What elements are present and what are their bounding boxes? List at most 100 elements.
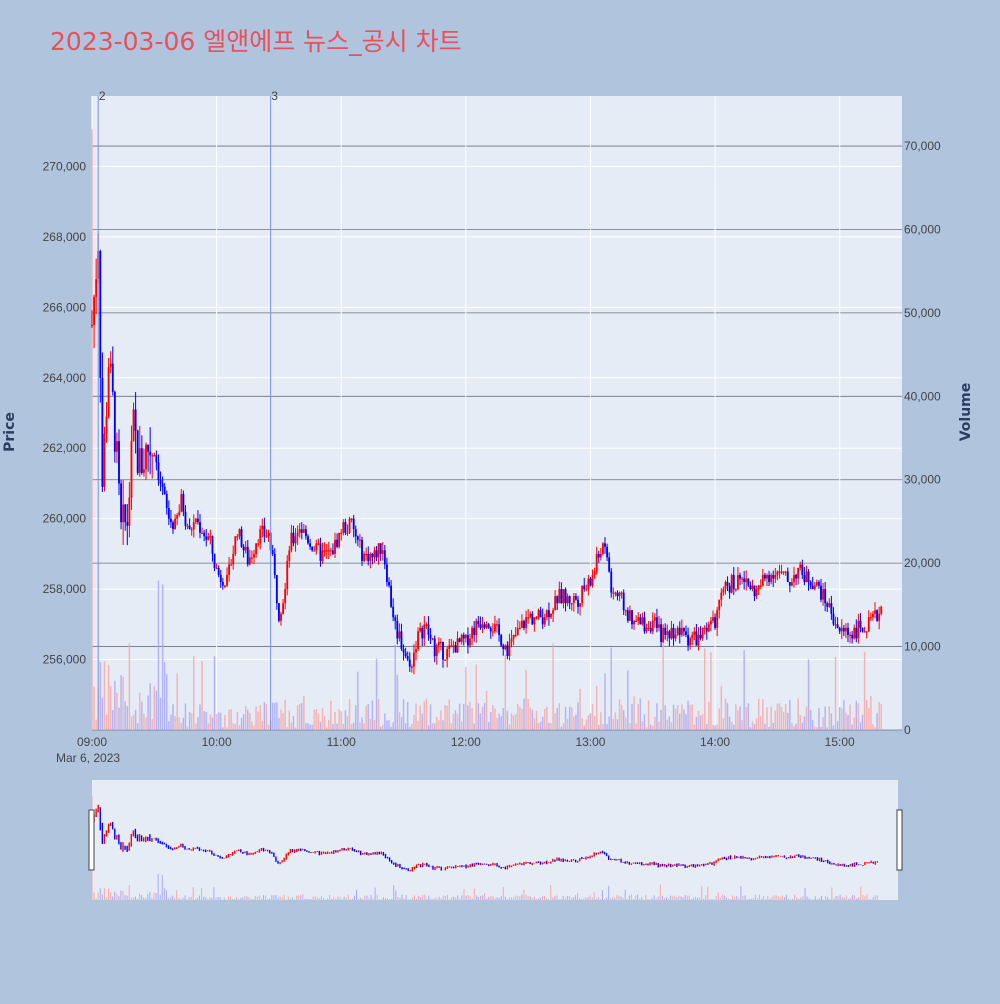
candle-body <box>664 627 667 635</box>
candle-body <box>645 627 648 632</box>
candle-body <box>248 557 251 565</box>
volume-bar <box>215 713 218 730</box>
candle-body <box>641 617 644 625</box>
candle-body <box>95 279 98 297</box>
volume-bar <box>151 719 153 730</box>
volume-bar <box>787 712 789 730</box>
candle-body <box>356 536 359 540</box>
volume-bar <box>315 709 318 730</box>
volume-bar <box>168 721 170 730</box>
candle-body <box>699 634 702 639</box>
candle-body <box>446 648 449 660</box>
volume-bar <box>409 726 411 730</box>
candle-body <box>167 508 170 519</box>
range-slider[interactable] <box>92 780 898 900</box>
candle-body <box>194 518 197 523</box>
volume-bar <box>606 723 608 730</box>
volume-bar <box>608 716 610 730</box>
volume-bar <box>458 703 461 730</box>
candle-body <box>778 571 781 573</box>
volume-bar <box>498 713 500 730</box>
candle-body <box>228 564 231 576</box>
volume-bar <box>870 695 872 730</box>
candle-body <box>529 613 532 618</box>
candle-body <box>458 638 461 642</box>
volume-bar <box>795 723 797 730</box>
candle-body <box>182 494 185 512</box>
y-tick-label: 266,000 <box>43 300 87 314</box>
candle-body <box>375 550 378 558</box>
x-tick-label: 12:00 <box>451 735 481 749</box>
volume-bar <box>197 717 199 730</box>
range-slider-handle-right[interactable] <box>896 809 903 871</box>
candle-body <box>716 610 719 628</box>
volume-bar <box>718 708 720 730</box>
volume-bar <box>749 727 752 730</box>
candle-body <box>822 589 825 600</box>
volume-bar <box>697 710 700 730</box>
volume-bar <box>247 709 249 730</box>
candle-body <box>429 634 432 639</box>
volume-bar <box>170 714 172 730</box>
candle-body <box>350 518 353 520</box>
candle-body <box>122 504 125 523</box>
candle-body <box>313 550 316 552</box>
candle-body <box>304 529 307 537</box>
candle-body <box>186 525 189 527</box>
volume-bar <box>95 719 97 730</box>
annotation-label: 3 <box>271 89 278 103</box>
candle-body <box>259 529 262 544</box>
range-slider-handle-left[interactable] <box>88 809 95 871</box>
volume-bar <box>683 709 685 730</box>
candle-body <box>113 391 116 452</box>
volume-bar <box>772 723 774 730</box>
candle-body <box>246 546 249 565</box>
y-axis-title: Price <box>2 412 18 452</box>
volume-bar <box>674 708 677 730</box>
y-tick-label: 264,000 <box>43 371 87 385</box>
candle-body <box>591 575 594 586</box>
volume-bar <box>865 700 868 730</box>
candle-body <box>749 585 752 590</box>
volume-bar <box>460 721 463 730</box>
candle-body <box>595 553 598 572</box>
volume-bar <box>263 702 266 730</box>
candle-body <box>859 620 862 628</box>
volume-bar <box>228 709 230 730</box>
candle-body <box>363 553 366 561</box>
volume-bar <box>423 701 426 730</box>
volume-bar <box>824 706 826 730</box>
volume-bar <box>760 716 762 730</box>
volume-bar <box>793 726 795 730</box>
volume-bar <box>340 711 342 730</box>
candle-body <box>660 624 663 642</box>
volume-bar <box>672 704 675 730</box>
main-plot-area[interactable] <box>92 96 902 730</box>
volume-bar <box>346 715 349 730</box>
volume-bar <box>600 712 602 730</box>
candle-body <box>207 536 210 540</box>
volume-bar <box>652 726 654 730</box>
volume-bar <box>114 680 116 730</box>
volume-bar <box>101 697 104 730</box>
candle-body <box>118 441 120 484</box>
candle-body <box>415 648 417 653</box>
volume-bar <box>355 705 357 730</box>
volume-bar <box>728 716 731 730</box>
candle-body <box>793 575 795 583</box>
volume-bar <box>506 710 509 730</box>
volume-bar <box>575 714 577 730</box>
candle-body <box>136 430 139 473</box>
candle-body <box>385 564 388 583</box>
volume-bar <box>396 674 399 730</box>
volume-bar <box>743 650 745 730</box>
volume-bar <box>494 708 496 730</box>
volume-bar <box>236 711 239 730</box>
volume-bar <box>703 648 706 730</box>
volume-bar <box>240 717 243 730</box>
volume-bar <box>450 723 453 730</box>
candle-body <box>342 522 345 533</box>
volume-bar <box>124 701 126 730</box>
candle-body <box>707 624 710 632</box>
candle-body <box>543 617 546 625</box>
